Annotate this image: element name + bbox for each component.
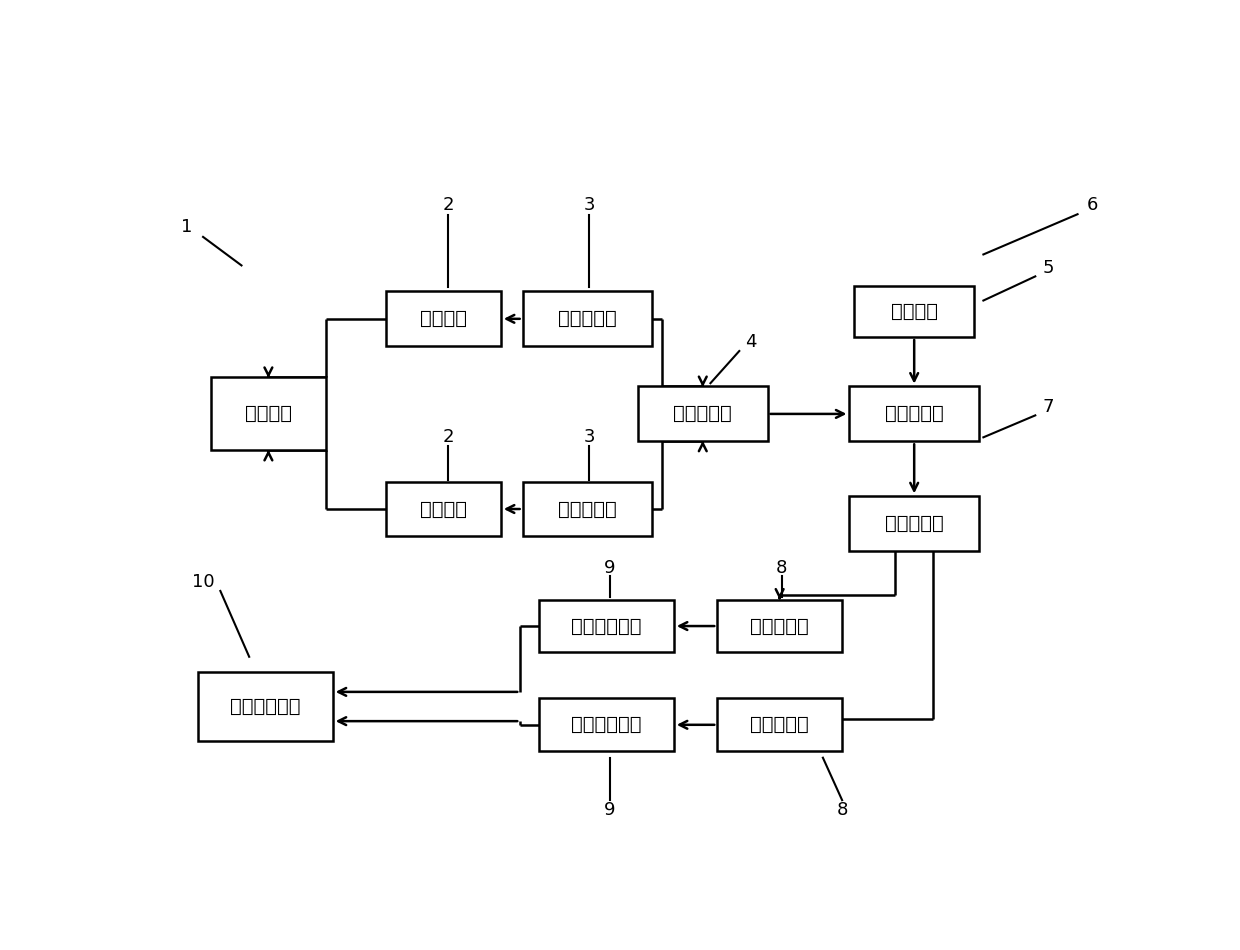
Text: 铷原子钟: 铷原子钟 [244, 405, 291, 424]
FancyBboxPatch shape [522, 292, 652, 346]
Text: 光电探测器: 光电探测器 [750, 715, 808, 734]
FancyBboxPatch shape [539, 599, 675, 653]
Text: 8: 8 [776, 559, 787, 577]
Text: 锁模激光器: 锁模激光器 [558, 500, 616, 519]
Text: 2: 2 [443, 197, 454, 215]
Text: 9: 9 [604, 559, 615, 577]
FancyBboxPatch shape [854, 286, 975, 337]
Text: 10: 10 [192, 573, 215, 591]
Text: 电模数转换器: 电模数转换器 [572, 617, 642, 636]
Text: 数据处理模块: 数据处理模块 [231, 697, 301, 716]
Text: 3: 3 [584, 197, 595, 215]
Text: 光电探测器: 光电探测器 [750, 617, 808, 636]
Text: 7: 7 [1043, 398, 1054, 415]
FancyBboxPatch shape [637, 387, 768, 442]
FancyBboxPatch shape [386, 482, 501, 537]
Text: 电模数转换器: 电模数转换器 [572, 715, 642, 734]
FancyBboxPatch shape [211, 377, 326, 450]
Text: 电光调制器: 电光调制器 [885, 405, 944, 424]
Text: 射频信号: 射频信号 [890, 302, 937, 321]
FancyBboxPatch shape [849, 496, 980, 551]
FancyBboxPatch shape [717, 698, 842, 751]
Text: 8: 8 [837, 802, 848, 820]
FancyBboxPatch shape [522, 482, 652, 537]
FancyBboxPatch shape [539, 698, 675, 751]
Text: 1: 1 [181, 218, 192, 237]
Text: 波分复用器: 波分复用器 [673, 405, 732, 424]
FancyBboxPatch shape [386, 292, 501, 346]
Text: 5: 5 [1043, 258, 1054, 276]
Text: 2: 2 [443, 428, 454, 446]
FancyBboxPatch shape [849, 387, 980, 442]
Text: 4: 4 [745, 333, 756, 352]
FancyBboxPatch shape [717, 599, 842, 653]
Text: 6: 6 [1086, 197, 1097, 215]
Text: 锁定电路: 锁定电路 [420, 500, 466, 519]
Text: 锁定电路: 锁定电路 [420, 310, 466, 329]
Text: 3: 3 [584, 428, 595, 446]
Text: 锁模激光器: 锁模激光器 [558, 310, 616, 329]
Text: 波长分路器: 波长分路器 [885, 514, 944, 533]
Text: 9: 9 [604, 802, 615, 820]
FancyBboxPatch shape [198, 672, 332, 741]
